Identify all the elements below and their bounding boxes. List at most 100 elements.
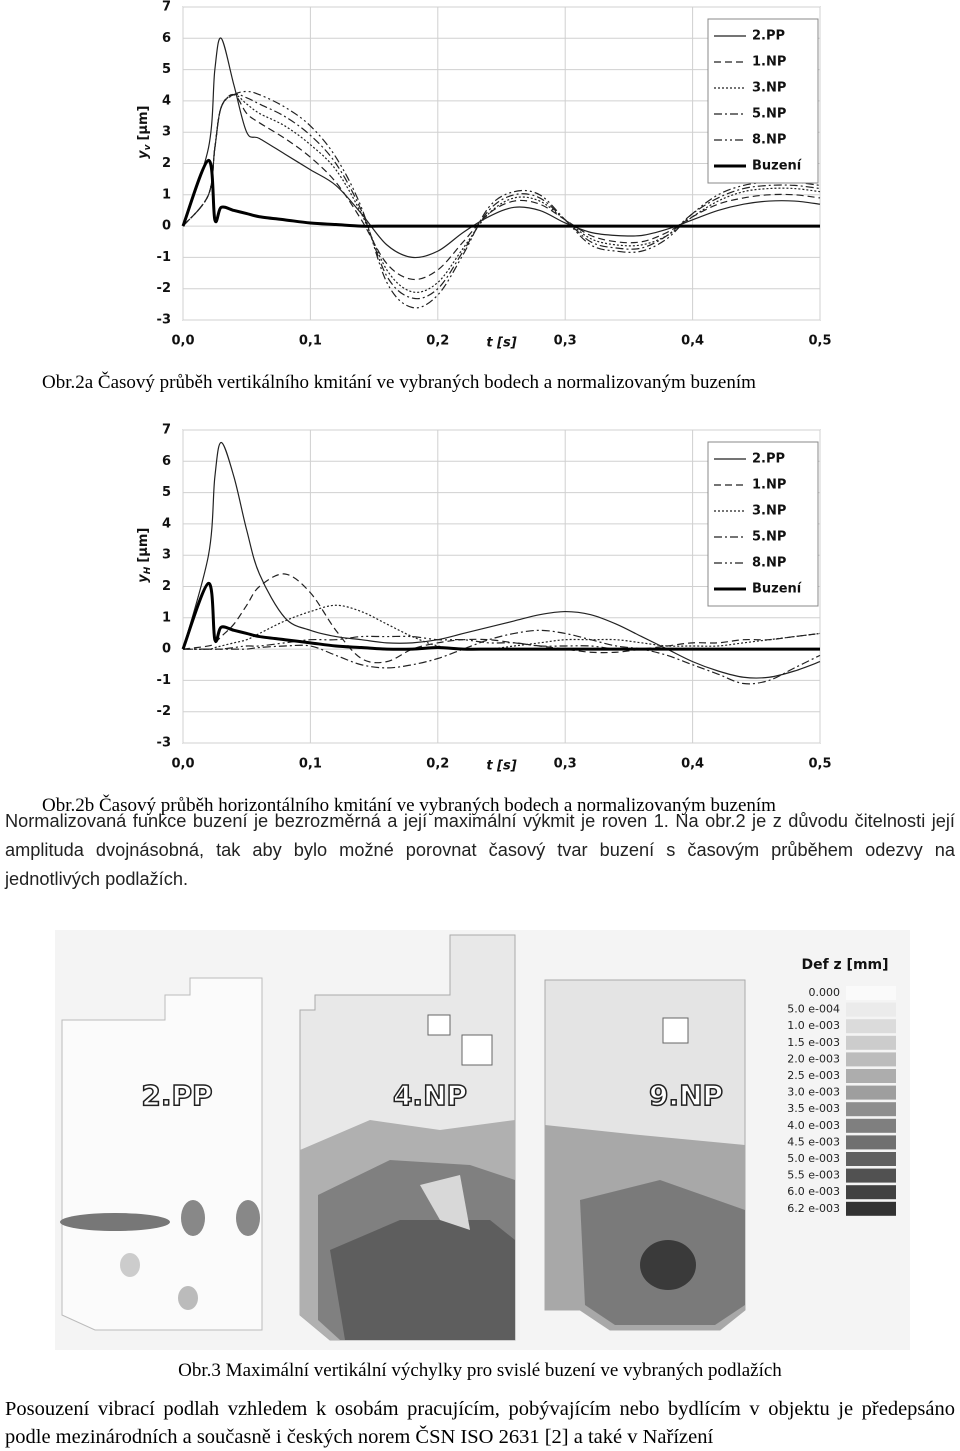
y-label-part: y bbox=[136, 150, 151, 159]
floor-plan bbox=[61, 977, 263, 1331]
contour-patch bbox=[178, 1286, 198, 1310]
paragraph: Posouzení vibrací podlah vzhledem k osob… bbox=[5, 1398, 955, 1448]
legend-label: 2.0 e-003 bbox=[787, 1052, 840, 1065]
legend-box bbox=[707, 441, 819, 607]
y-axis-label: yH [μm] bbox=[136, 528, 153, 583]
panel-label: 9.NP bbox=[649, 1079, 723, 1112]
series-line bbox=[182, 441, 821, 679]
legend: 0.000 5.0 e-004 1.0 e-003 1.5 e-003 2.0 e-00… bbox=[787, 986, 896, 1216]
legend-label: 2.PP bbox=[752, 29, 785, 44]
x-tick-label: 0,3 bbox=[554, 757, 577, 772]
legend-label: 8.NP bbox=[752, 556, 786, 571]
legend-label: 2.PP bbox=[752, 452, 785, 467]
legend-swatch bbox=[846, 986, 896, 1000]
x-tick-label: 0,2 bbox=[426, 757, 449, 772]
x-tick-label: 0,5 bbox=[808, 757, 831, 772]
y-tick-label: 4 bbox=[162, 93, 171, 108]
legend-label: 5.5 e-003 bbox=[787, 1169, 840, 1182]
legend-label: 6.0 e-003 bbox=[787, 1185, 840, 1198]
series-line bbox=[181, 581, 820, 651]
y-tick-label: -2 bbox=[157, 704, 171, 719]
x-tick-label: 0,3 bbox=[554, 334, 577, 349]
opening bbox=[461, 1034, 493, 1066]
legend-swatch bbox=[846, 1069, 896, 1083]
legend-title: Def z [mm] bbox=[801, 957, 888, 973]
legend-swatch bbox=[846, 1019, 896, 1034]
opening bbox=[427, 1014, 451, 1036]
x-tick-label: 0,1 bbox=[299, 334, 322, 349]
legend-label: 3.0 e-003 bbox=[787, 1086, 840, 1099]
legend-label: 6.2 e-003 bbox=[787, 1202, 840, 1215]
y-tick-label: -1 bbox=[157, 673, 171, 688]
legend-label: 1.NP bbox=[752, 478, 786, 493]
legend-label: 4.5 e-003 bbox=[787, 1135, 840, 1148]
y-tick-label: 1 bbox=[162, 187, 171, 202]
legend-swatch bbox=[846, 1201, 896, 1216]
contour-patch bbox=[640, 1240, 696, 1290]
legend-box bbox=[707, 18, 819, 184]
legend-label: 1.5 e-003 bbox=[787, 1036, 840, 1049]
legend-swatch bbox=[846, 1118, 896, 1133]
legend-label: 3.5 e-003 bbox=[787, 1102, 840, 1115]
contour-patch bbox=[120, 1253, 140, 1277]
opening bbox=[662, 1017, 689, 1044]
contour-figure: 2.PP 4.NP 9.NP Def z [mm] 0.000 5.0 e-004… bbox=[55, 930, 910, 1350]
contour-patch bbox=[330, 1220, 515, 1340]
y-tick-label: 3 bbox=[162, 548, 171, 563]
y-label-part: y bbox=[136, 574, 151, 583]
y-tick-label: -3 bbox=[157, 313, 171, 328]
y-tick-label: -1 bbox=[157, 250, 171, 265]
contour-patch bbox=[420, 1175, 470, 1230]
x-tick-label: 0,1 bbox=[299, 757, 322, 772]
y-tick-label: 7 bbox=[162, 423, 171, 438]
series-line bbox=[182, 93, 821, 300]
y-tick-label: 2 bbox=[162, 579, 171, 594]
contour-patch bbox=[60, 1213, 170, 1231]
legend-swatch bbox=[846, 1035, 896, 1050]
y-label-part: v bbox=[143, 143, 153, 150]
legend-swatch bbox=[846, 1135, 896, 1150]
y-label-part: [μm] bbox=[136, 106, 151, 141]
legend-label: Buzení bbox=[752, 582, 803, 597]
y-tick-label: 2 bbox=[162, 156, 171, 171]
y-tick-label: 5 bbox=[162, 485, 171, 500]
series-line bbox=[183, 629, 821, 685]
x-tick-label: 0,5 bbox=[808, 334, 831, 349]
legend-swatch bbox=[846, 1085, 896, 1100]
y-tick-label: 0 bbox=[162, 219, 171, 234]
legend-label: Buzení bbox=[752, 159, 803, 174]
x-tick-label: 0,4 bbox=[681, 334, 704, 349]
series-line bbox=[182, 573, 821, 664]
panel-label: 2.PP bbox=[141, 1079, 212, 1112]
series-line bbox=[182, 93, 821, 281]
panel-label: 4.NP bbox=[393, 1079, 467, 1112]
legend-label: 1.0 e-003 bbox=[787, 1019, 840, 1032]
legend-label: 5.NP bbox=[752, 107, 786, 122]
y-label-part: [μm] bbox=[136, 528, 151, 563]
y-tick-label: 4 bbox=[162, 516, 171, 531]
series-line bbox=[182, 94, 821, 293]
caption: Obr.2b Časový průběh horizontálního kmit… bbox=[42, 795, 776, 816]
legend-label: 3.NP bbox=[752, 81, 786, 96]
contour-patch bbox=[181, 1200, 205, 1236]
y-tick-label: 0 bbox=[162, 642, 171, 657]
y-tick-label: -3 bbox=[157, 736, 171, 751]
y-tick-label: 5 bbox=[162, 62, 171, 77]
y-label-part: H bbox=[143, 566, 153, 574]
legend-swatch bbox=[846, 1168, 896, 1183]
series-line bbox=[181, 158, 820, 228]
x-tick-label: 0,0 bbox=[171, 334, 194, 349]
legend-label: 4.0 e-003 bbox=[787, 1119, 840, 1132]
caption: Obr.3 Maximální vertikální výchylky pro … bbox=[178, 1360, 782, 1381]
legend-label: 5.0 e-003 bbox=[787, 1152, 840, 1165]
legend-swatch bbox=[846, 1152, 896, 1166]
x-axis-label: t [s] bbox=[486, 759, 516, 774]
series-line bbox=[182, 37, 821, 259]
x-axis-label: t [s] bbox=[486, 336, 516, 351]
y-tick-label: 3 bbox=[162, 125, 171, 140]
legend-label: 1.NP bbox=[752, 55, 786, 70]
caption: Obr.2a Časový průběh vertikálního kmitán… bbox=[42, 372, 756, 393]
legend-swatch bbox=[846, 1102, 896, 1117]
legend-label: 5.NP bbox=[752, 530, 786, 545]
